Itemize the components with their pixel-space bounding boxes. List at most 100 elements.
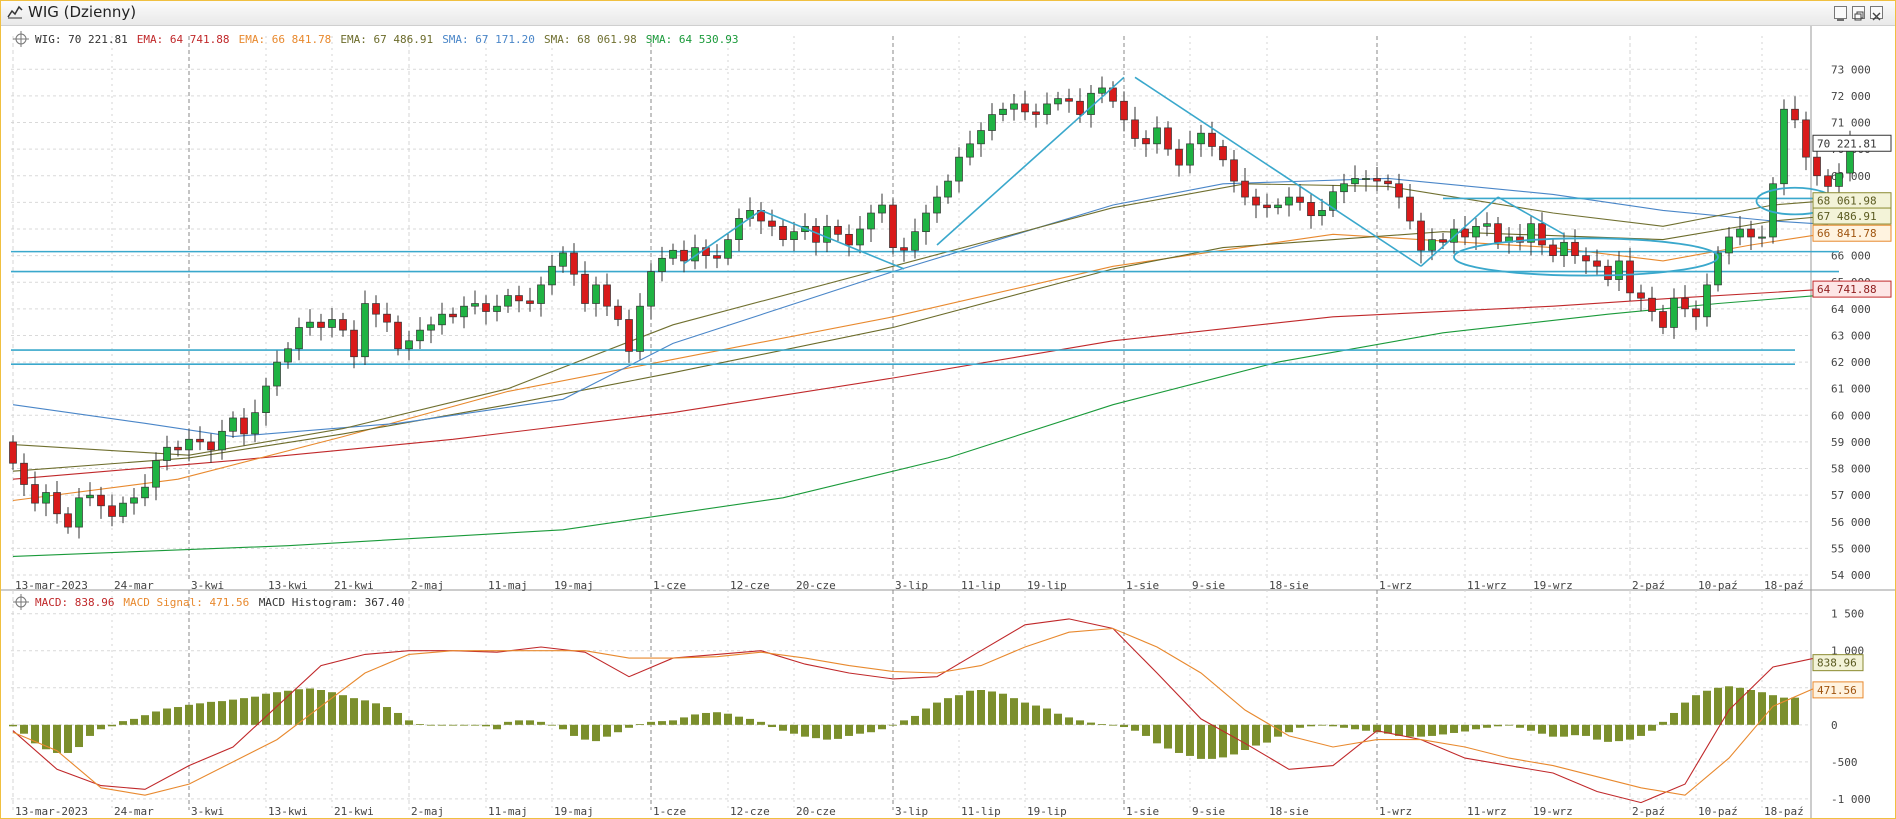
candle-body (955, 156, 963, 182)
legend-entry: EMA: 64 741.88 (137, 33, 230, 46)
price-badge (1812, 280, 1892, 298)
candle-body (9, 441, 17, 464)
histogram-bar (152, 711, 160, 725)
macd-x-tick-label: 1-cze (653, 805, 686, 818)
histogram-bar (196, 703, 204, 725)
candle-body (1813, 156, 1821, 177)
histogram-bar (1692, 695, 1700, 725)
trend-line (683, 209, 762, 265)
price-badge (1812, 134, 1892, 152)
candle-body (1439, 239, 1447, 243)
histogram-bar (548, 724, 556, 726)
histogram-bar (394, 712, 402, 725)
histogram-bar (1395, 724, 1403, 736)
histogram-bar (1703, 690, 1711, 725)
x-tick-label: 2-maj (411, 579, 444, 592)
candle-body (548, 265, 556, 286)
histogram-bar (1241, 724, 1249, 750)
macd-x-tick-label: 24-mar (114, 805, 154, 818)
candle-body (1615, 260, 1623, 280)
candle-body (1725, 236, 1733, 254)
histogram-bar (1494, 724, 1502, 727)
candle-body (1549, 244, 1557, 256)
candle-body (724, 239, 732, 259)
legend-entry: SMA: 67 171.20 (442, 33, 535, 46)
histogram-bar (383, 707, 391, 725)
macd-x-tick-label: 19-lip (1027, 805, 1067, 818)
candle-body (119, 502, 127, 517)
candle-body (383, 313, 391, 323)
candle-body (856, 228, 864, 246)
candle-body (394, 321, 402, 350)
legend-entry: EMA: 67 486.91 (340, 33, 433, 46)
x-tick-label: 19-wrz (1533, 579, 1573, 592)
candle-body (174, 446, 182, 451)
candle-body (1318, 210, 1326, 217)
x-tick-label: 19-lip (1027, 579, 1067, 592)
macd-x-tick-label: 20-cze (796, 805, 836, 818)
histogram-bar (306, 688, 314, 725)
ma-line (12, 177, 1829, 438)
candle-body (482, 303, 490, 312)
restore-button[interactable] (1852, 6, 1865, 21)
histogram-bar (141, 715, 149, 725)
candle-body (823, 225, 831, 243)
histogram-bar (746, 718, 754, 725)
histogram-bar (955, 695, 963, 725)
histogram-bar (1329, 724, 1337, 727)
histogram-bar (1527, 724, 1535, 731)
x-tick-label: 3-kwi (191, 579, 224, 592)
histogram-bar (86, 724, 94, 736)
histogram-bar (1681, 702, 1689, 725)
candle-body (1021, 103, 1029, 113)
histogram-bar (702, 712, 710, 725)
candle-body (295, 327, 303, 350)
histogram-bar (64, 724, 72, 753)
histogram-bar (460, 724, 468, 726)
histogram-bar (1230, 724, 1238, 755)
histogram-bar (1120, 724, 1128, 728)
histogram-bar (1208, 724, 1216, 759)
candle-body (900, 247, 908, 251)
histogram-bar (1032, 705, 1040, 725)
legend-entry: WIG: 70 221.81 (35, 33, 128, 46)
histogram-bar (757, 721, 765, 725)
histogram-bar (713, 712, 721, 725)
crosshair-icon (13, 594, 29, 610)
candle-body (1835, 172, 1843, 187)
histogram-bar (680, 717, 688, 725)
x-tick-label: 11-lip (961, 579, 1001, 592)
macd-x-tick-label: 1-wrz (1379, 805, 1412, 818)
macd-x-tick-label: 21-kwi (334, 805, 374, 818)
histogram-bar (240, 698, 248, 725)
histogram-bar (427, 724, 435, 726)
histogram-bar (1483, 724, 1491, 728)
histogram-bar (1637, 724, 1645, 736)
x-tick-label: 19-maj (554, 579, 594, 592)
legend-entry: EMA: 66 841.78 (239, 33, 332, 46)
histogram-bar (1307, 724, 1315, 727)
minimize-button[interactable] (1834, 6, 1847, 21)
candle-body (559, 252, 567, 267)
candle-body (53, 492, 61, 515)
histogram-bar (1373, 724, 1381, 733)
trend-line (1134, 76, 1422, 267)
macd-x-tick-label: 19-maj (554, 805, 594, 818)
y-tick-label: 54 000 (1831, 569, 1871, 582)
candle-body (229, 417, 237, 432)
histogram-bar (1769, 695, 1777, 725)
candle-body (1428, 239, 1436, 251)
macd-x-tick-label: 2-maj (411, 805, 444, 818)
y-tick-label: 56 000 (1831, 516, 1871, 529)
x-tick-label: 11-maj (488, 579, 528, 592)
y-tick-label: 57 000 (1831, 489, 1871, 502)
y-tick-label: 55 000 (1831, 542, 1871, 555)
candle-body (251, 412, 259, 435)
x-tick-label: 1-cze (653, 579, 686, 592)
histogram-bar (878, 724, 886, 730)
histogram-bar (625, 724, 633, 728)
close-button[interactable] (1870, 6, 1883, 21)
pattern-ellipse (1453, 237, 1719, 277)
histogram-bar (75, 724, 83, 748)
histogram-bar (647, 721, 655, 725)
